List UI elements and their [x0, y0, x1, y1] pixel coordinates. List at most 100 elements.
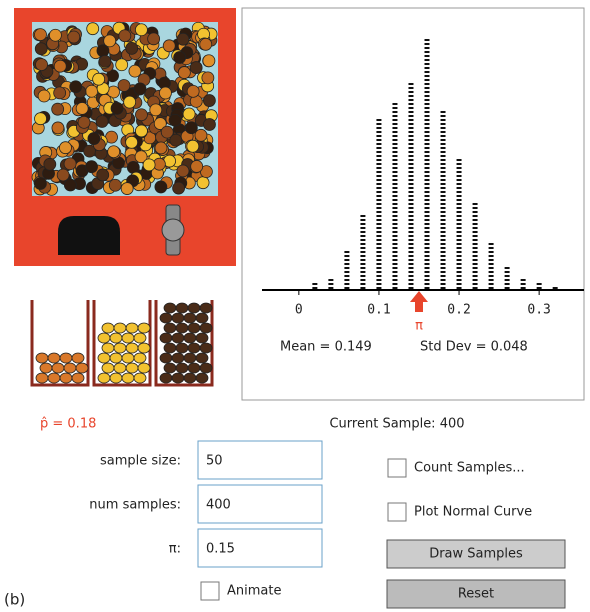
jar-ball: [196, 353, 208, 363]
gumball: [185, 122, 197, 134]
gumball: [187, 85, 199, 97]
jar-ball: [126, 343, 138, 353]
jar-ball: [36, 353, 48, 363]
jar-ball: [196, 333, 208, 343]
jar-ball: [172, 313, 184, 323]
gumball: [54, 60, 66, 72]
checkbox[interactable]: [201, 582, 219, 600]
gumball: [135, 109, 147, 121]
jar-ball: [110, 353, 122, 363]
jar-ball: [200, 343, 212, 353]
gumball: [124, 96, 136, 108]
button-label[interactable]: Reset: [458, 587, 494, 602]
jar-ball: [98, 373, 110, 383]
jar-ball: [184, 353, 196, 363]
pi-label: π: [415, 319, 423, 334]
gumball: [148, 33, 160, 45]
checkbox-label[interactable]: Count Samples...: [414, 461, 525, 476]
checkbox-label[interactable]: Animate: [227, 584, 281, 599]
jar-ball: [76, 363, 88, 373]
jar-ball: [134, 353, 146, 363]
gumball: [174, 51, 186, 63]
jar-ball: [164, 343, 176, 353]
gumball: [35, 113, 47, 125]
jar-ball: [200, 323, 212, 333]
jar-ball: [134, 333, 146, 343]
gumball: [170, 134, 182, 146]
jar-ball: [160, 353, 172, 363]
gumball: [108, 146, 120, 158]
x-tick-label: 0: [295, 303, 303, 318]
jar-ball: [48, 353, 60, 363]
jar-ball: [138, 343, 150, 353]
jar-ball: [196, 373, 208, 383]
gumball: [68, 31, 80, 43]
gumball: [203, 95, 215, 107]
jar-ball: [184, 373, 196, 383]
jar-ball: [40, 363, 52, 373]
figure-label: (b): [4, 591, 25, 609]
jar-ball: [60, 353, 72, 363]
gumball: [197, 177, 209, 189]
input-value[interactable]: 400: [206, 498, 231, 513]
gumball: [59, 142, 71, 154]
jar-ball: [102, 323, 114, 333]
x-tick-label: 0.3: [527, 303, 550, 318]
jar-ball: [164, 363, 176, 373]
input-value[interactable]: 50: [206, 454, 223, 469]
jar-ball: [126, 363, 138, 373]
jar-ball: [176, 343, 188, 353]
field-label: num samples:: [89, 498, 181, 513]
std-dev: Std Dev = 0.048: [420, 340, 528, 355]
checkbox-label[interactable]: Plot Normal Curve: [414, 505, 532, 520]
checkbox[interactable]: [388, 459, 406, 477]
jar-ball: [98, 333, 110, 343]
jar-ball: [134, 373, 146, 383]
button-label[interactable]: Draw Samples: [429, 547, 523, 562]
jar-ball: [164, 303, 176, 313]
gumball: [52, 122, 64, 134]
gumball: [202, 72, 214, 84]
gumball: [155, 142, 167, 154]
gumball: [126, 136, 138, 148]
gumball: [118, 79, 130, 91]
jar-ball: [188, 363, 200, 373]
gumball: [191, 160, 203, 172]
jar-ball: [126, 323, 138, 333]
gumball: [87, 23, 99, 35]
gumball: [54, 87, 66, 99]
jar-ball: [138, 323, 150, 333]
gumball: [121, 183, 133, 195]
gumball: [52, 103, 64, 115]
input-value[interactable]: 0.15: [206, 542, 235, 557]
gumball: [135, 24, 147, 36]
jar-ball: [138, 363, 150, 373]
field-label: sample size:: [100, 454, 181, 469]
jar-ball: [122, 353, 134, 363]
fields: sample size: 50 num samples: 400 π: 0.15: [89, 441, 322, 567]
dispenser: [58, 216, 120, 255]
gumball: [76, 102, 88, 114]
gumball: [155, 181, 167, 193]
jar-ball: [160, 313, 172, 323]
mean: Mean = 0.149: [280, 340, 372, 355]
gumball: [99, 55, 111, 67]
jar-ball: [176, 303, 188, 313]
gumball: [111, 102, 123, 114]
jar-ball: [98, 353, 110, 363]
applet: 00.10.20.3π Mean = 0.149 Std Dev = 0.048…: [0, 0, 590, 612]
gumball: [86, 85, 98, 97]
gumball: [86, 161, 98, 173]
gumball: [203, 55, 215, 67]
field-label: π:: [169, 542, 181, 557]
gumball: [129, 65, 141, 77]
gumball: [97, 169, 109, 181]
gumball: [78, 116, 90, 128]
gumball: [163, 40, 175, 52]
jar-ball: [188, 303, 200, 313]
gumball: [35, 43, 47, 55]
gumball: [183, 108, 195, 120]
x-tick-label: 0.1: [367, 303, 390, 318]
checkbox[interactable]: [388, 503, 406, 521]
jar-ball: [122, 373, 134, 383]
